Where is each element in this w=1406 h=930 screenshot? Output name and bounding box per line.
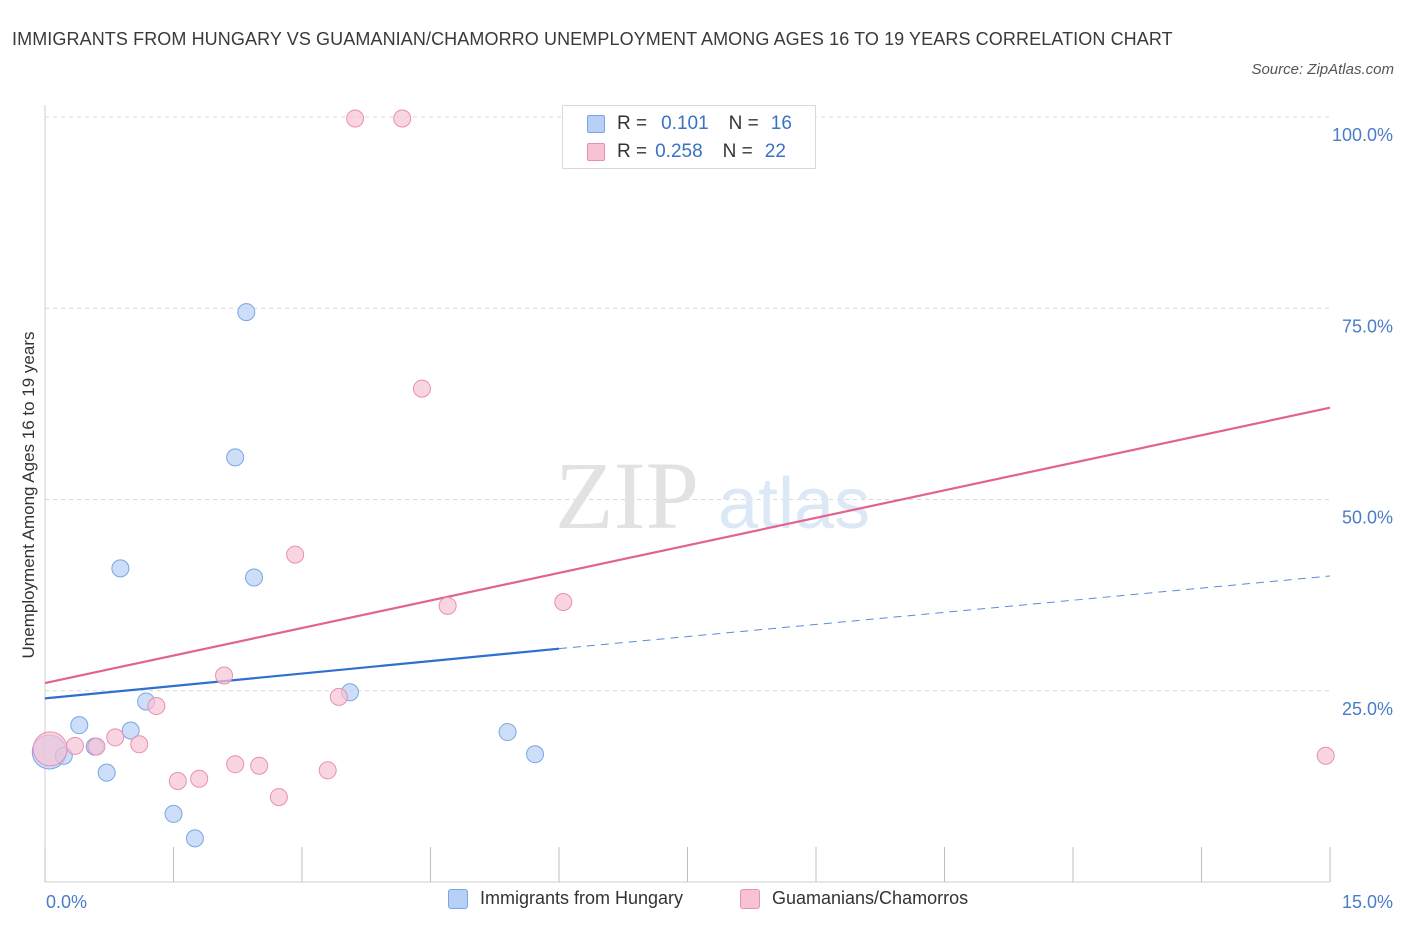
legend-n-value: 16 [770, 113, 792, 134]
point-guamanian [130, 735, 149, 754]
point-guamanian [412, 379, 431, 398]
legend-r-value: 0.101 [661, 113, 709, 134]
legend-n-label: N = [722, 141, 753, 162]
point-hungary [185, 829, 204, 848]
point-guamanian [250, 756, 269, 775]
series-legend-guamanian[interactable]: Guamanians/Chamorros [740, 888, 968, 909]
point-hungary [498, 723, 517, 742]
point-hungary [245, 568, 264, 587]
point-guamanian [554, 593, 573, 612]
point-hungary [226, 448, 245, 467]
y-tick-label: 75.0% [1342, 316, 1393, 336]
point-guamanian [147, 697, 166, 716]
x-tick-label: 0.0% [46, 892, 87, 912]
point-guamanian [190, 769, 209, 788]
point-hungary [97, 763, 116, 782]
series-swatch-blue [448, 888, 468, 909]
y-tick-label: 25.0% [1342, 699, 1393, 719]
legend-n-value: 22 [764, 141, 786, 162]
point-guamanian [318, 761, 337, 780]
legend-r-label: R = [617, 141, 648, 162]
point-hungary [111, 559, 130, 578]
trend-line-hungary [44, 647, 560, 700]
x-tick-label: 15.0% [1342, 892, 1393, 912]
point-guamanian [329, 687, 348, 706]
point-hungary [164, 804, 183, 823]
point-hungary [70, 716, 89, 735]
point-guamanian [32, 731, 68, 767]
watermark-zip: ZIP [555, 442, 699, 549]
series-legend-label: Immigrants from Hungary [480, 888, 684, 908]
legend-n-label: N = [728, 113, 759, 134]
point-guamanian [226, 755, 245, 774]
trend-line-guamanian [44, 406, 1331, 685]
legend-r-value: 0.258 [655, 141, 703, 162]
point-guamanian [346, 109, 365, 128]
watermark-atlas: atlas [718, 464, 870, 544]
point-guamanian [106, 728, 125, 747]
point-hungary [121, 721, 140, 740]
legend-swatch-blue [587, 115, 605, 133]
series-legend: Immigrants from Hungary Guamanians/Chamo… [0, 888, 1406, 916]
point-guamanian [286, 545, 305, 564]
chart-title: IMMIGRANTS FROM HUNGARY VS GUAMANIAN/CHA… [12, 29, 1173, 49]
correlation-legend: R = 0.101 N = 16 R = 0.258 N = 22 [562, 105, 816, 169]
point-hungary [526, 745, 545, 764]
trend-line-extension-hungary [558, 575, 1331, 650]
point-hungary [237, 303, 256, 322]
point-guamanian [65, 736, 84, 755]
point-guamanian [1316, 746, 1335, 765]
legend-row-hungary: R = 0.101 N = 16 [587, 110, 792, 138]
tick-labels: 25.0% 50.0% 75.0% 100.0% 0.0% 15.0% [46, 125, 1393, 912]
series-legend-label: Guamanians/Chamorros [772, 888, 969, 908]
point-guamanian [269, 788, 288, 807]
point-guamanian [87, 737, 106, 756]
legend-r-label: R = [617, 113, 648, 134]
y-tick-label: 100.0% [1332, 125, 1393, 145]
legend-row-guamanian: R = 0.258 N = 22 [587, 138, 786, 166]
series-legend-hungary[interactable]: Immigrants from Hungary [448, 888, 683, 909]
y-axis-label: Unemployment Among Ages 16 to 19 years [19, 332, 38, 659]
source-label: Source: ZipAtlas.com [1251, 61, 1394, 78]
trend-lines [44, 406, 1331, 700]
point-guamanian [215, 666, 234, 685]
grid-lines [45, 116, 1330, 692]
series-swatch-pink [740, 888, 760, 909]
point-guamanian [438, 596, 457, 615]
y-tick-label: 50.0% [1342, 508, 1393, 528]
point-guamanian [168, 772, 187, 791]
legend-swatch-pink [587, 143, 605, 161]
data-points [31, 108, 1335, 848]
point-guamanian [393, 109, 412, 128]
